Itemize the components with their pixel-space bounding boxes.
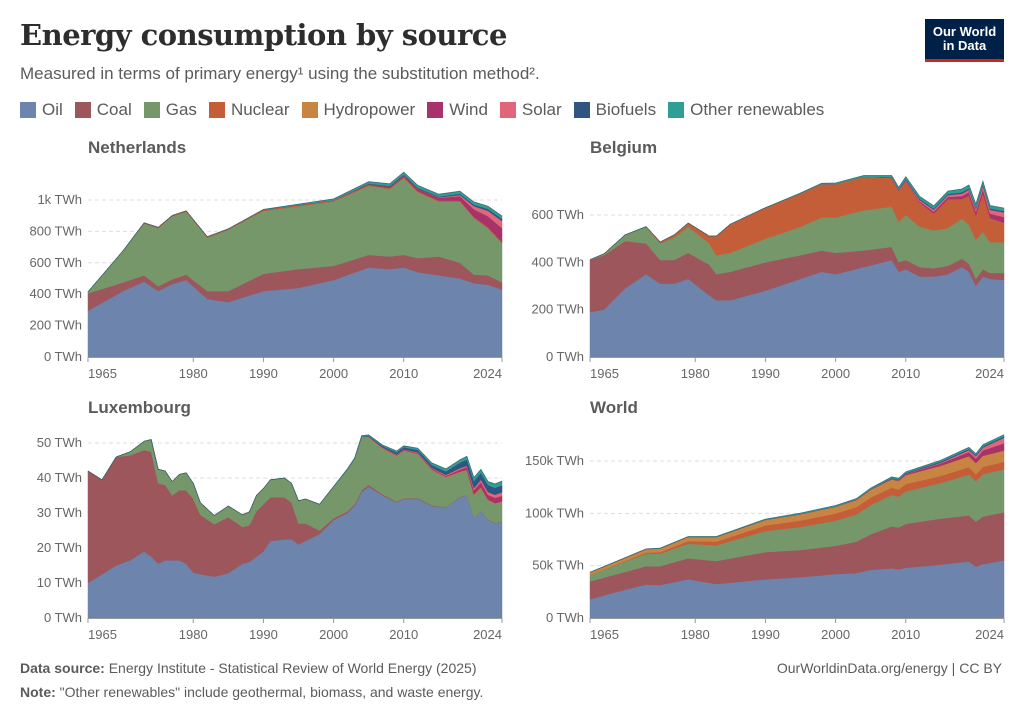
legend-label: Solar [521,100,562,119]
y-tick-label: 30 TWh [37,505,82,520]
legend-label: Wind [449,100,488,119]
data-source: Data source: Energy Institute - Statisti… [20,660,477,676]
total-outline [589,175,1005,261]
chart-netherlands: 0 TWh 200 TWh 400 TWh 600 TWh 800 TWh 1k TWh 1… [29,171,503,381]
y-tick-label: 400 TWh [29,286,82,301]
total-outline [87,171,503,293]
x-tick-label: 1980 [179,627,208,642]
legend-item-other-renewables[interactable]: Other renewables [668,100,824,120]
legend-item-hydropower[interactable]: Hydropower [301,100,416,120]
total-outline [87,434,503,517]
chart-belgium: 0 TWh 200 TWh 400 TWh 600 TWh 1965 1980 1990 20… [531,175,1005,381]
logo-accent-bar [925,59,1004,62]
x-tick-label: 2010 [389,627,418,642]
chart-luxembourg: 0 TWh 10 TWh 20 TWh 30 TWh 40 TWh 50 TWh 1965 1… [37,434,503,642]
legend-label: Nuclear [230,100,290,119]
panel-title-luxembourg: Luxembourg [88,398,191,417]
x-tick-label: 1980 [681,627,710,642]
y-tick-label: 10 TWh [37,575,82,590]
x-tick-label: 1965 [88,627,117,642]
note: Note: "Other renewables" include geother… [20,684,483,700]
x-tick-label: 2000 [319,627,348,642]
y-tick-label: 800 TWh [29,223,82,238]
y-tick-label: 100k TWh [525,505,584,520]
y-tick-label: 0 TWh [44,349,82,364]
legend-item-biofuels[interactable]: Biofuels [573,100,657,120]
chart-title: Energy consumption by source [20,18,507,52]
x-tick-label: 1990 [249,627,278,642]
legend-swatch-other-renewables [668,102,685,118]
y-tick-label: 400 TWh [531,254,584,269]
legend-item-oil[interactable]: Oil [20,100,63,120]
panel-title-netherlands: Netherlands [88,138,187,157]
legend-item-coal[interactable]: Coal [74,100,132,120]
data-source-label: Data source: [20,660,105,676]
y-tick-label: 50k TWh [532,558,584,573]
legend-label: Gas [165,100,197,119]
y-tick-label: 600 TWh [531,207,584,222]
legend-label: Hydropower [323,100,416,119]
legend-label: Coal [96,100,132,119]
y-tick-label: 0 TWh [546,610,584,625]
x-tick-label: 2024 [473,627,502,642]
x-tick-label: 1965 [88,366,117,381]
x-tick-label: 2024 [473,366,502,381]
legend-item-solar[interactable]: Solar [499,100,562,120]
y-tick-label: 20 TWh [37,540,82,555]
y-tick-label: 0 TWh [546,349,584,364]
x-tick-label: 1980 [681,366,710,381]
panel-title-belgium: Belgium [590,138,658,157]
legend-item-gas[interactable]: Gas [143,100,197,120]
logo-line-1: Our World [932,24,997,39]
legend-label: Other renewables [690,100,825,119]
y-tick-label: 200 TWh [29,318,82,333]
panel-title-world: World [590,398,638,417]
x-tick-label: 2024 [975,627,1004,642]
x-tick-label: 2024 [975,366,1004,381]
legend-swatch-wind [427,102,444,118]
legend-swatch-gas [143,102,160,118]
y-tick-label: 200 TWh [531,302,584,317]
legend-swatch-biofuels [573,102,590,118]
x-tick-label: 1990 [751,366,780,381]
legend-label: Oil [42,100,63,119]
legend-item-nuclear[interactable]: Nuclear [208,100,290,120]
note-label: Note: [20,684,56,700]
logo-line-2: in Data [942,38,987,53]
total-outline [589,434,1005,573]
x-tick-label: 2010 [891,366,920,381]
x-tick-label: 2000 [319,366,348,381]
legend: Oil Coal Gas Nuclear Hydropower Wind Sol… [20,100,836,120]
x-tick-label: 1990 [751,627,780,642]
owid-logo[interactable]: Our World in Data [925,19,1004,62]
legend-label: Biofuels [595,100,657,119]
legend-swatch-hydropower [301,102,318,118]
y-tick-label: 40 TWh [37,470,82,485]
x-tick-label: 1980 [179,366,208,381]
legend-swatch-nuclear [208,102,225,118]
chart-subtitle: Measured in terms of primary energy¹ usi… [20,64,540,83]
chart-world: 0 TWh 50k TWh 100k TWh 150k TWh 1965 1980 1990… [525,434,1005,642]
y-tick-label: 600 TWh [29,255,82,270]
data-source-text[interactable]: Energy Institute - Statistical Review of… [108,660,477,676]
x-tick-label: 2000 [821,366,850,381]
y-tick-label: 1k TWh [37,192,82,207]
y-tick-label: 0 TWh [44,610,82,625]
legend-swatch-coal [74,102,91,118]
x-tick-label: 1965 [590,627,619,642]
legend-swatch-oil [20,102,36,118]
x-tick-label: 1990 [249,366,278,381]
y-tick-label: 50 TWh [37,435,82,450]
y-tick-label: 150k TWh [525,453,584,468]
legend-item-wind[interactable]: Wind [427,100,488,120]
x-tick-label: 2010 [389,366,418,381]
x-tick-label: 2010 [891,627,920,642]
x-tick-label: 2000 [821,627,850,642]
legend-swatch-solar [499,102,516,118]
note-text: "Other renewables" include geothermal, b… [59,684,484,700]
credit-link[interactable]: OurWorldinData.org/energy | CC BY [776,660,1002,676]
x-tick-label: 1965 [590,366,619,381]
